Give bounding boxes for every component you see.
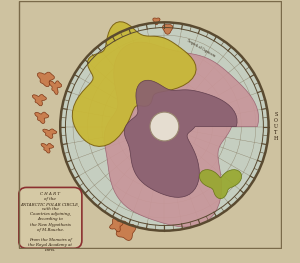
Polygon shape bbox=[110, 218, 123, 232]
Polygon shape bbox=[116, 221, 136, 241]
Polygon shape bbox=[124, 80, 237, 197]
Circle shape bbox=[60, 22, 268, 231]
Text: Tropick of Capricorn: Tropick of Capricorn bbox=[186, 38, 216, 58]
Polygon shape bbox=[200, 170, 242, 199]
Polygon shape bbox=[35, 112, 49, 123]
Polygon shape bbox=[37, 72, 54, 87]
Polygon shape bbox=[32, 95, 46, 106]
Text: C H A R T
of the
ANTARCTIC POLAR CIRCLE,
with the
Countries adjoining,
According: C H A R T of the ANTARCTIC POLAR CIRCLE,… bbox=[21, 192, 80, 252]
Polygon shape bbox=[41, 143, 54, 153]
Polygon shape bbox=[49, 81, 61, 94]
Polygon shape bbox=[104, 42, 259, 227]
Text: S
O
U
T
H: S O U T H bbox=[274, 112, 278, 141]
Polygon shape bbox=[72, 22, 196, 146]
Polygon shape bbox=[43, 129, 57, 138]
Circle shape bbox=[150, 112, 179, 141]
Polygon shape bbox=[153, 18, 160, 25]
FancyBboxPatch shape bbox=[19, 188, 82, 248]
Polygon shape bbox=[163, 24, 173, 34]
